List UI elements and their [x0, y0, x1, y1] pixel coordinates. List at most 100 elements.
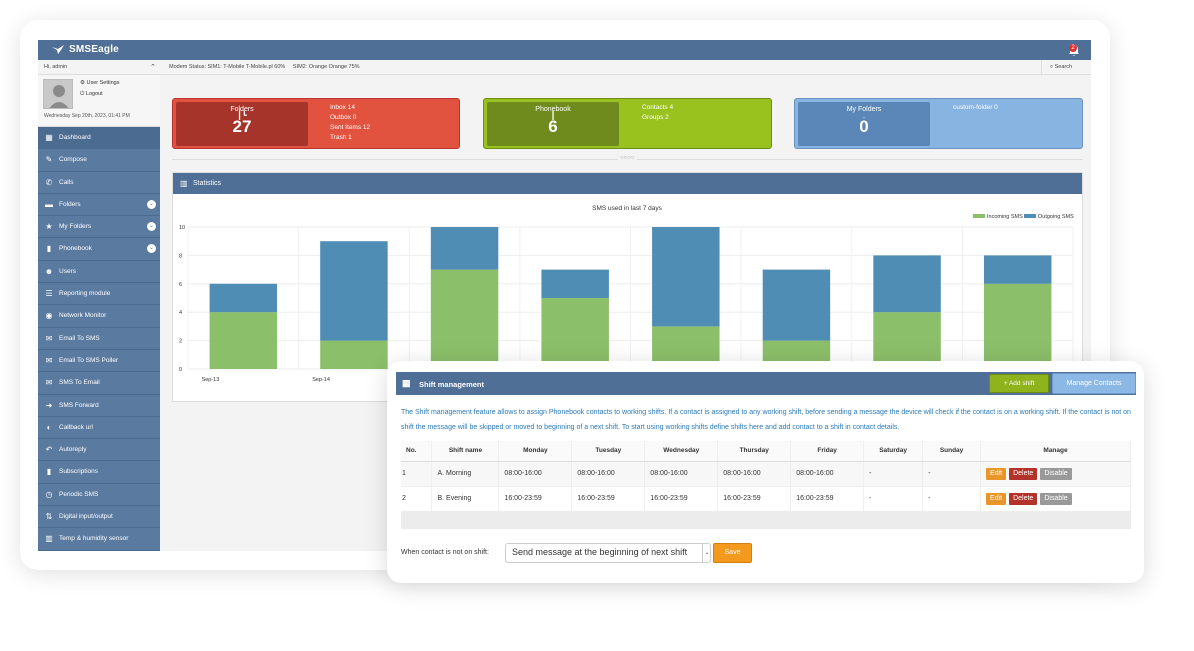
bar-outgoing: [430, 227, 499, 270]
disable-button[interactable]: Disable: [1040, 467, 1072, 480]
sidebar-item-label: Email To SMS: [59, 334, 100, 342]
folders-tile[interactable]: Folders ┃┗ 27 Inbox 14 Outbox 0 Sent Ite…: [172, 98, 460, 149]
folders-info-item: Outbox 0: [330, 114, 357, 121]
delete-button[interactable]: Delete: [1009, 492, 1038, 505]
table-cell: 16:00-23:59: [717, 486, 792, 512]
current-date: Wednesday Sep 20th, 2023, 01:41 PM: [44, 113, 130, 119]
sms-chart: SMS used in last 7 days 0 2 4 6 8 10 Sep-13 Sep-…: [179, 205, 1074, 383]
sidebar-item-network-monitor[interactable]: ◉ Network Monitor: [38, 305, 160, 328]
bar-outgoing: [762, 269, 831, 341]
notifications-button[interactable]: 2: [1067, 43, 1081, 57]
sidebar-item-subscriptions[interactable]: ▮ Subscriptions: [38, 461, 160, 484]
not-on-shift-select[interactable]: Send message at the beginning of next sh…: [505, 543, 711, 563]
column-header: Manage: [980, 441, 1131, 462]
sidebar-item-compose[interactable]: ✎ Compose: [38, 149, 160, 172]
add-shift-button[interactable]: + Add shift: [989, 374, 1049, 393]
sidebar-item-label: Callback url: [59, 423, 93, 431]
table-cell: A. Morning: [431, 461, 500, 487]
sidebar-item-temp-humidity-sensor[interactable]: ▥ Temp & humidity sensor: [38, 528, 160, 551]
table-cell: -: [863, 486, 924, 512]
bar-chart-icon: ▥: [45, 534, 53, 544]
statistics-title: Statistics: [193, 180, 222, 187]
callback-icon: ◐: [46, 422, 52, 432]
sidebar-item-users[interactable]: ☻ Users: [38, 260, 160, 284]
edit-button[interactable]: Edit: [986, 467, 1007, 480]
avatar: [43, 79, 73, 109]
phonebook-tile[interactable]: Phonebook ┃ 6 Contacts 4 Groups 2: [483, 98, 772, 149]
sidebar-item-calls[interactable]: ✆ Calls: [38, 171, 160, 194]
y-tick-label: 6: [179, 282, 182, 288]
sidebar-nav: ▦ Dashboard ✎ Compose ✆ Calls ▬ Folders ⌄ ★ My Fol…: [38, 127, 160, 551]
save-button[interactable]: Save: [713, 543, 752, 563]
sidebar-item-phonebook[interactable]: ▮ Phonebook ⌄: [38, 238, 160, 261]
column-header: Tuesday: [571, 441, 646, 462]
sidebar-item-folders[interactable]: ▬ Folders ⌄: [38, 193, 160, 217]
sidebar-item-label: Dashboard: [59, 134, 91, 141]
phone-icon: ✆: [45, 177, 53, 187]
sidebar-item-autoreply[interactable]: ↶ Autoreply: [38, 439, 160, 462]
bar-outgoing: [320, 241, 388, 341]
myfolders-info-item: custom-folder 0: [953, 104, 998, 111]
legend-swatch: [973, 214, 985, 218]
sidebar-item-periodic-sms[interactable]: ◷ Periodic SMS: [38, 483, 160, 507]
sidebar-item-sms-forward[interactable]: ➜ SMS Forward: [38, 394, 160, 417]
modem-status: Modem Status: SIM1: T-Mobile T-Mobile.pl…: [169, 64, 360, 70]
search-button[interactable]: ⌕ Search: [1041, 60, 1091, 75]
calendar-icon: ▦: [402, 378, 411, 388]
sidebar-item-my-folders[interactable]: ★ My Folders ⌄: [38, 216, 160, 239]
arrow-right-icon: ➜: [45, 400, 53, 410]
pencil-icon: ✎: [45, 155, 53, 165]
logout-link[interactable]: ⏻ Logout: [80, 91, 103, 97]
network-icon: ◉: [45, 311, 53, 321]
column-header: No.: [401, 441, 433, 462]
column-header: Saturday: [863, 441, 924, 462]
sidebar-item-sms-to-email[interactable]: ✉ SMS To Email: [38, 372, 160, 395]
sidebar-item-label: Network Monitor: [59, 312, 107, 320]
chevron-down-icon[interactable]: ⌄: [147, 244, 156, 254]
user-profile: ⚙ User Settings ⏻ Logout Wednesday Sep 2…: [38, 75, 160, 127]
greeting: Hi, admin: [44, 64, 68, 70]
app-logo[interactable]: SMSEagle: [52, 44, 119, 55]
sidebar-item-dashboard[interactable]: ▦ Dashboard: [38, 127, 160, 150]
table-row: 2 B. Evening 16:00-23:59 16:00-23:59 16:00-2…: [401, 486, 1131, 512]
sidebar-item-label: SMS Forward: [59, 401, 99, 409]
delete-button[interactable]: Delete: [1009, 467, 1038, 480]
drag-handle[interactable]: ○○○○: [618, 155, 637, 161]
sidebar-item-callback-url[interactable]: ◐ Callback url: [38, 416, 160, 440]
chevron-down-icon[interactable]: ⌄: [147, 222, 156, 232]
clock-icon: ◷: [45, 489, 53, 499]
table-cell: 16:00-23:59: [498, 486, 573, 512]
myfolders-tile-title: My Folders: [846, 106, 882, 113]
table-footer: [401, 511, 1131, 529]
table-cell: 08:00-16:00: [571, 461, 646, 487]
folders-info-item: Inbox 14: [330, 104, 355, 111]
chevron-up-icon[interactable]: ⌃: [150, 64, 156, 71]
sidebar-item-reporting-module[interactable]: ☰ Reporting module: [38, 283, 160, 306]
top-bar: SMSEagle 2: [38, 40, 1091, 60]
column-header: Shift name: [431, 441, 500, 462]
power-icon: ⏻: [80, 91, 86, 97]
phonebook-stats-icon: ┃: [550, 111, 556, 120]
sidebar-item-email-to-sms[interactable]: ✉ Email To SMS: [38, 327, 160, 350]
myfolders-tile[interactable]: My Folders . 0 custom-folder 0: [794, 98, 1083, 149]
user-settings-link[interactable]: ⚙ User Settings: [80, 80, 120, 86]
y-tick-label: 2: [179, 339, 182, 345]
disable-button[interactable]: Disable: [1040, 492, 1072, 505]
sidebar-item-digital-input-output[interactable]: ⇅ Digital input/output: [38, 506, 160, 529]
chevron-down-icon[interactable]: ⌄: [147, 199, 156, 209]
myfolders-stats-icon: .: [862, 111, 866, 120]
shift-management-panel: ▦ Shift management + Add shift Manage Co…: [396, 372, 1136, 574]
chevron-down-icon[interactable]: ⌄: [702, 543, 711, 563]
column-header: Thursday: [717, 441, 792, 462]
edit-button[interactable]: Edit: [986, 492, 1007, 505]
y-tick-label: 8: [179, 253, 182, 259]
bar-incoming: [983, 283, 1052, 369]
sidebar-item-label: Phonebook: [59, 245, 92, 253]
manage-contacts-button[interactable]: Manage Contacts: [1052, 373, 1136, 394]
y-tick-label: 4: [179, 310, 182, 316]
phonebook-tile-value: 6: [548, 117, 558, 136]
sidebar-item-label: Periodic SMS: [59, 490, 99, 498]
sidebar-item-email-to-sms-poller[interactable]: ✉ Email To SMS Poller: [38, 349, 160, 373]
not-on-shift-label: When contact is not on shift:: [401, 549, 489, 556]
y-tick-label: 10: [179, 225, 185, 231]
